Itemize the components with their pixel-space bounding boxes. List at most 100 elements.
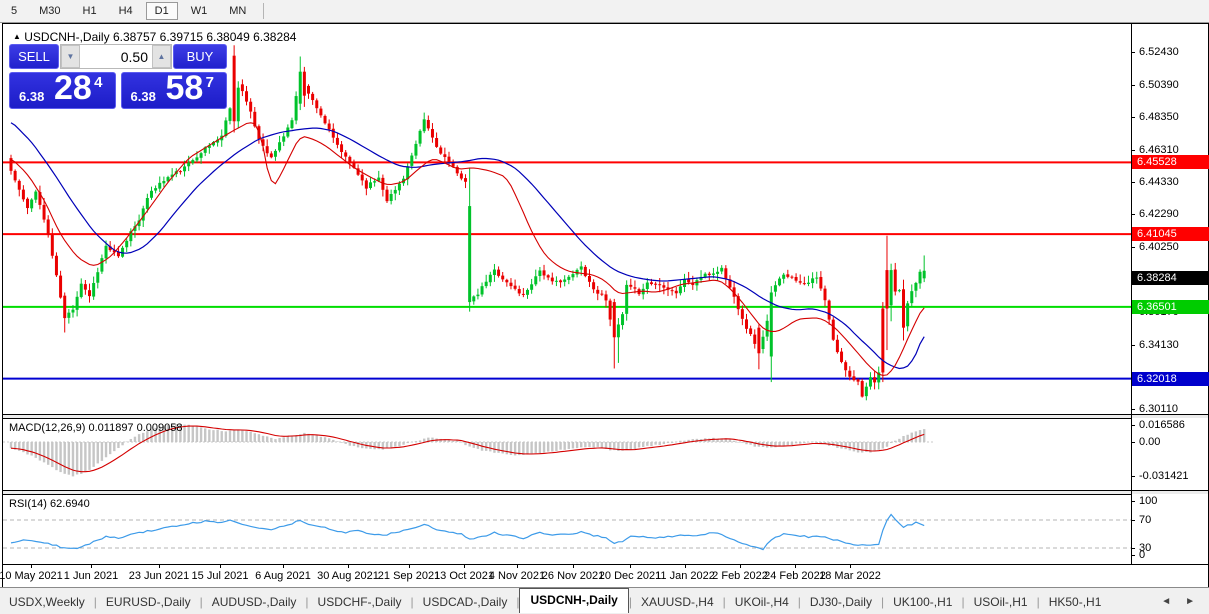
timeframe-button-h1[interactable]: H1 bbox=[82, 5, 97, 17]
chart-tab-eurusd-daily[interactable]: EURUSD-,Daily bbox=[105, 594, 191, 609]
candle-body bbox=[918, 271, 922, 284]
rsi-scale-label: 30 bbox=[1139, 542, 1152, 554]
timeframe-button-d1[interactable]: D1 bbox=[145, 2, 178, 20]
candle-body bbox=[691, 282, 695, 286]
candle-body bbox=[9, 158, 13, 171]
sell-button[interactable]: SELL bbox=[9, 44, 59, 69]
candle-body bbox=[621, 314, 625, 326]
macd-histogram-bar bbox=[530, 442, 533, 455]
candle-body bbox=[30, 199, 34, 209]
macd-histogram-bar bbox=[212, 430, 215, 442]
candle-body bbox=[612, 302, 616, 338]
macd-histogram-bar bbox=[716, 438, 719, 442]
macd-histogram-bar bbox=[75, 442, 79, 475]
macd-histogram-bar bbox=[282, 437, 285, 442]
price-level-badge-support-green: 6.36501 bbox=[1132, 299, 1209, 314]
candle-body bbox=[703, 273, 707, 278]
macd-histogram-bar bbox=[852, 442, 856, 452]
macd-histogram-bar bbox=[832, 442, 835, 446]
candle-body bbox=[389, 194, 393, 201]
tab-scroll-left-icon[interactable]: ◄ bbox=[1161, 596, 1172, 607]
time-axis-tick bbox=[850, 565, 851, 568]
candle-body bbox=[377, 177, 381, 181]
pane-separator[interactable] bbox=[3, 491, 1208, 494]
chart-tab-audusd-daily[interactable]: AUDUSD-,Daily bbox=[211, 594, 297, 609]
candle-body bbox=[207, 145, 211, 148]
candle-body bbox=[447, 156, 451, 163]
macd-scale-label: -0.031421 bbox=[1139, 470, 1189, 483]
chart-tab-ukoil-h4[interactable]: UKOil-,H4 bbox=[734, 594, 789, 609]
tab-separator: | bbox=[722, 594, 726, 609]
chart-tab-xauusd-h4[interactable]: XAUUSD-,H4 bbox=[640, 594, 714, 609]
candle-body bbox=[406, 166, 410, 180]
candle-body bbox=[472, 296, 476, 302]
candle-body bbox=[658, 284, 662, 286]
candle-body bbox=[368, 182, 372, 189]
macd-histogram-bar bbox=[199, 427, 203, 442]
buy-button[interactable]: BUY bbox=[173, 44, 227, 69]
volume-input[interactable] bbox=[80, 45, 152, 68]
chart-tab-usdx-weekly[interactable]: USDX,Weekly bbox=[9, 594, 85, 609]
tab-separator: | bbox=[305, 594, 309, 609]
candle-body bbox=[794, 277, 798, 281]
timeframe-button-mn[interactable]: MN bbox=[229, 5, 247, 17]
macd-histogram-bar bbox=[840, 442, 843, 449]
chart-tab-hk50-h1[interactable]: HK50-,H1 bbox=[1048, 594, 1102, 609]
sell-price-display[interactable]: 6.38 28 4 bbox=[9, 69, 116, 109]
timeframe-button-m30[interactable]: M30 bbox=[39, 5, 61, 17]
macd-histogram-bar bbox=[46, 442, 50, 465]
candle-body bbox=[468, 206, 472, 303]
macd-histogram-bar bbox=[741, 442, 744, 443]
candle-body bbox=[418, 130, 422, 144]
tab-scroll-right-icon[interactable]: ► bbox=[1185, 596, 1195, 607]
candle-body bbox=[724, 268, 728, 279]
macd-histogram-bar bbox=[389, 442, 393, 448]
candle-body bbox=[732, 287, 736, 297]
candle-body bbox=[240, 84, 244, 92]
macd-histogram-bar bbox=[898, 438, 901, 442]
collapse-triangle-icon[interactable]: ▲ bbox=[13, 32, 21, 41]
candle-body bbox=[228, 108, 232, 121]
candle-body bbox=[707, 273, 711, 276]
macd-pane[interactable] bbox=[3, 419, 1131, 490]
candle-body bbox=[21, 189, 25, 200]
candle-body bbox=[426, 119, 430, 129]
buy-price-display[interactable]: 6.38 58 7 bbox=[120, 69, 227, 109]
macd-histogram-bar bbox=[509, 442, 513, 455]
sell-price-pips: 28 bbox=[54, 69, 92, 107]
candle-body bbox=[856, 379, 860, 382]
volume-increase-button[interactable]: ▲ bbox=[152, 45, 171, 68]
chart-tab-usdcad-daily[interactable]: USDCAD-,Daily bbox=[422, 594, 508, 609]
candle-body bbox=[476, 294, 480, 297]
macd-histogram-bar bbox=[600, 442, 604, 448]
rsi-pane[interactable] bbox=[3, 495, 1131, 564]
candle-body bbox=[100, 258, 104, 272]
price-chart[interactable] bbox=[3, 25, 1131, 414]
timeframe-button-w1[interactable]: W1 bbox=[190, 5, 208, 17]
macd-histogram-bar bbox=[782, 442, 785, 447]
volume-decrease-button[interactable]: ▼ bbox=[61, 45, 80, 68]
time-axis-tick bbox=[31, 565, 32, 568]
macd-histogram-bar bbox=[443, 439, 447, 442]
pane-separator[interactable] bbox=[3, 415, 1208, 418]
macd-histogram-bar bbox=[670, 442, 674, 444]
timeframe-button-5[interactable]: 5 bbox=[11, 5, 18, 17]
macd-histogram-bar bbox=[468, 442, 471, 447]
chart-tab-dj30-daily[interactable]: DJ30-,Daily bbox=[809, 594, 872, 609]
macd-histogram-bar bbox=[385, 442, 389, 449]
macd-histogram-bar bbox=[580, 442, 583, 448]
timeframe-button-h4[interactable]: H4 bbox=[118, 5, 133, 17]
price-axis-label: 6.42290 bbox=[1139, 208, 1179, 221]
chart-tab-uk100-h1[interactable]: UK100-,H1 bbox=[893, 594, 953, 609]
chart-tab-usdchf-daily[interactable]: USDCHF-,Daily bbox=[317, 594, 402, 609]
chart-tab-usdcnh-daily[interactable]: USDCNH-,Daily bbox=[519, 588, 629, 613]
candle-body bbox=[848, 370, 852, 377]
chart-tab-usoil-h1[interactable]: USOil-,H1 bbox=[973, 594, 1028, 609]
macd-histogram-bar bbox=[427, 437, 430, 442]
candle-body bbox=[83, 284, 87, 290]
time-axis-label: 10 May 2021 bbox=[0, 570, 63, 582]
macd-histogram-bar bbox=[113, 442, 116, 452]
candle-body bbox=[34, 191, 38, 200]
candle-body bbox=[183, 166, 187, 172]
axis-tick-mark bbox=[1131, 425, 1135, 426]
